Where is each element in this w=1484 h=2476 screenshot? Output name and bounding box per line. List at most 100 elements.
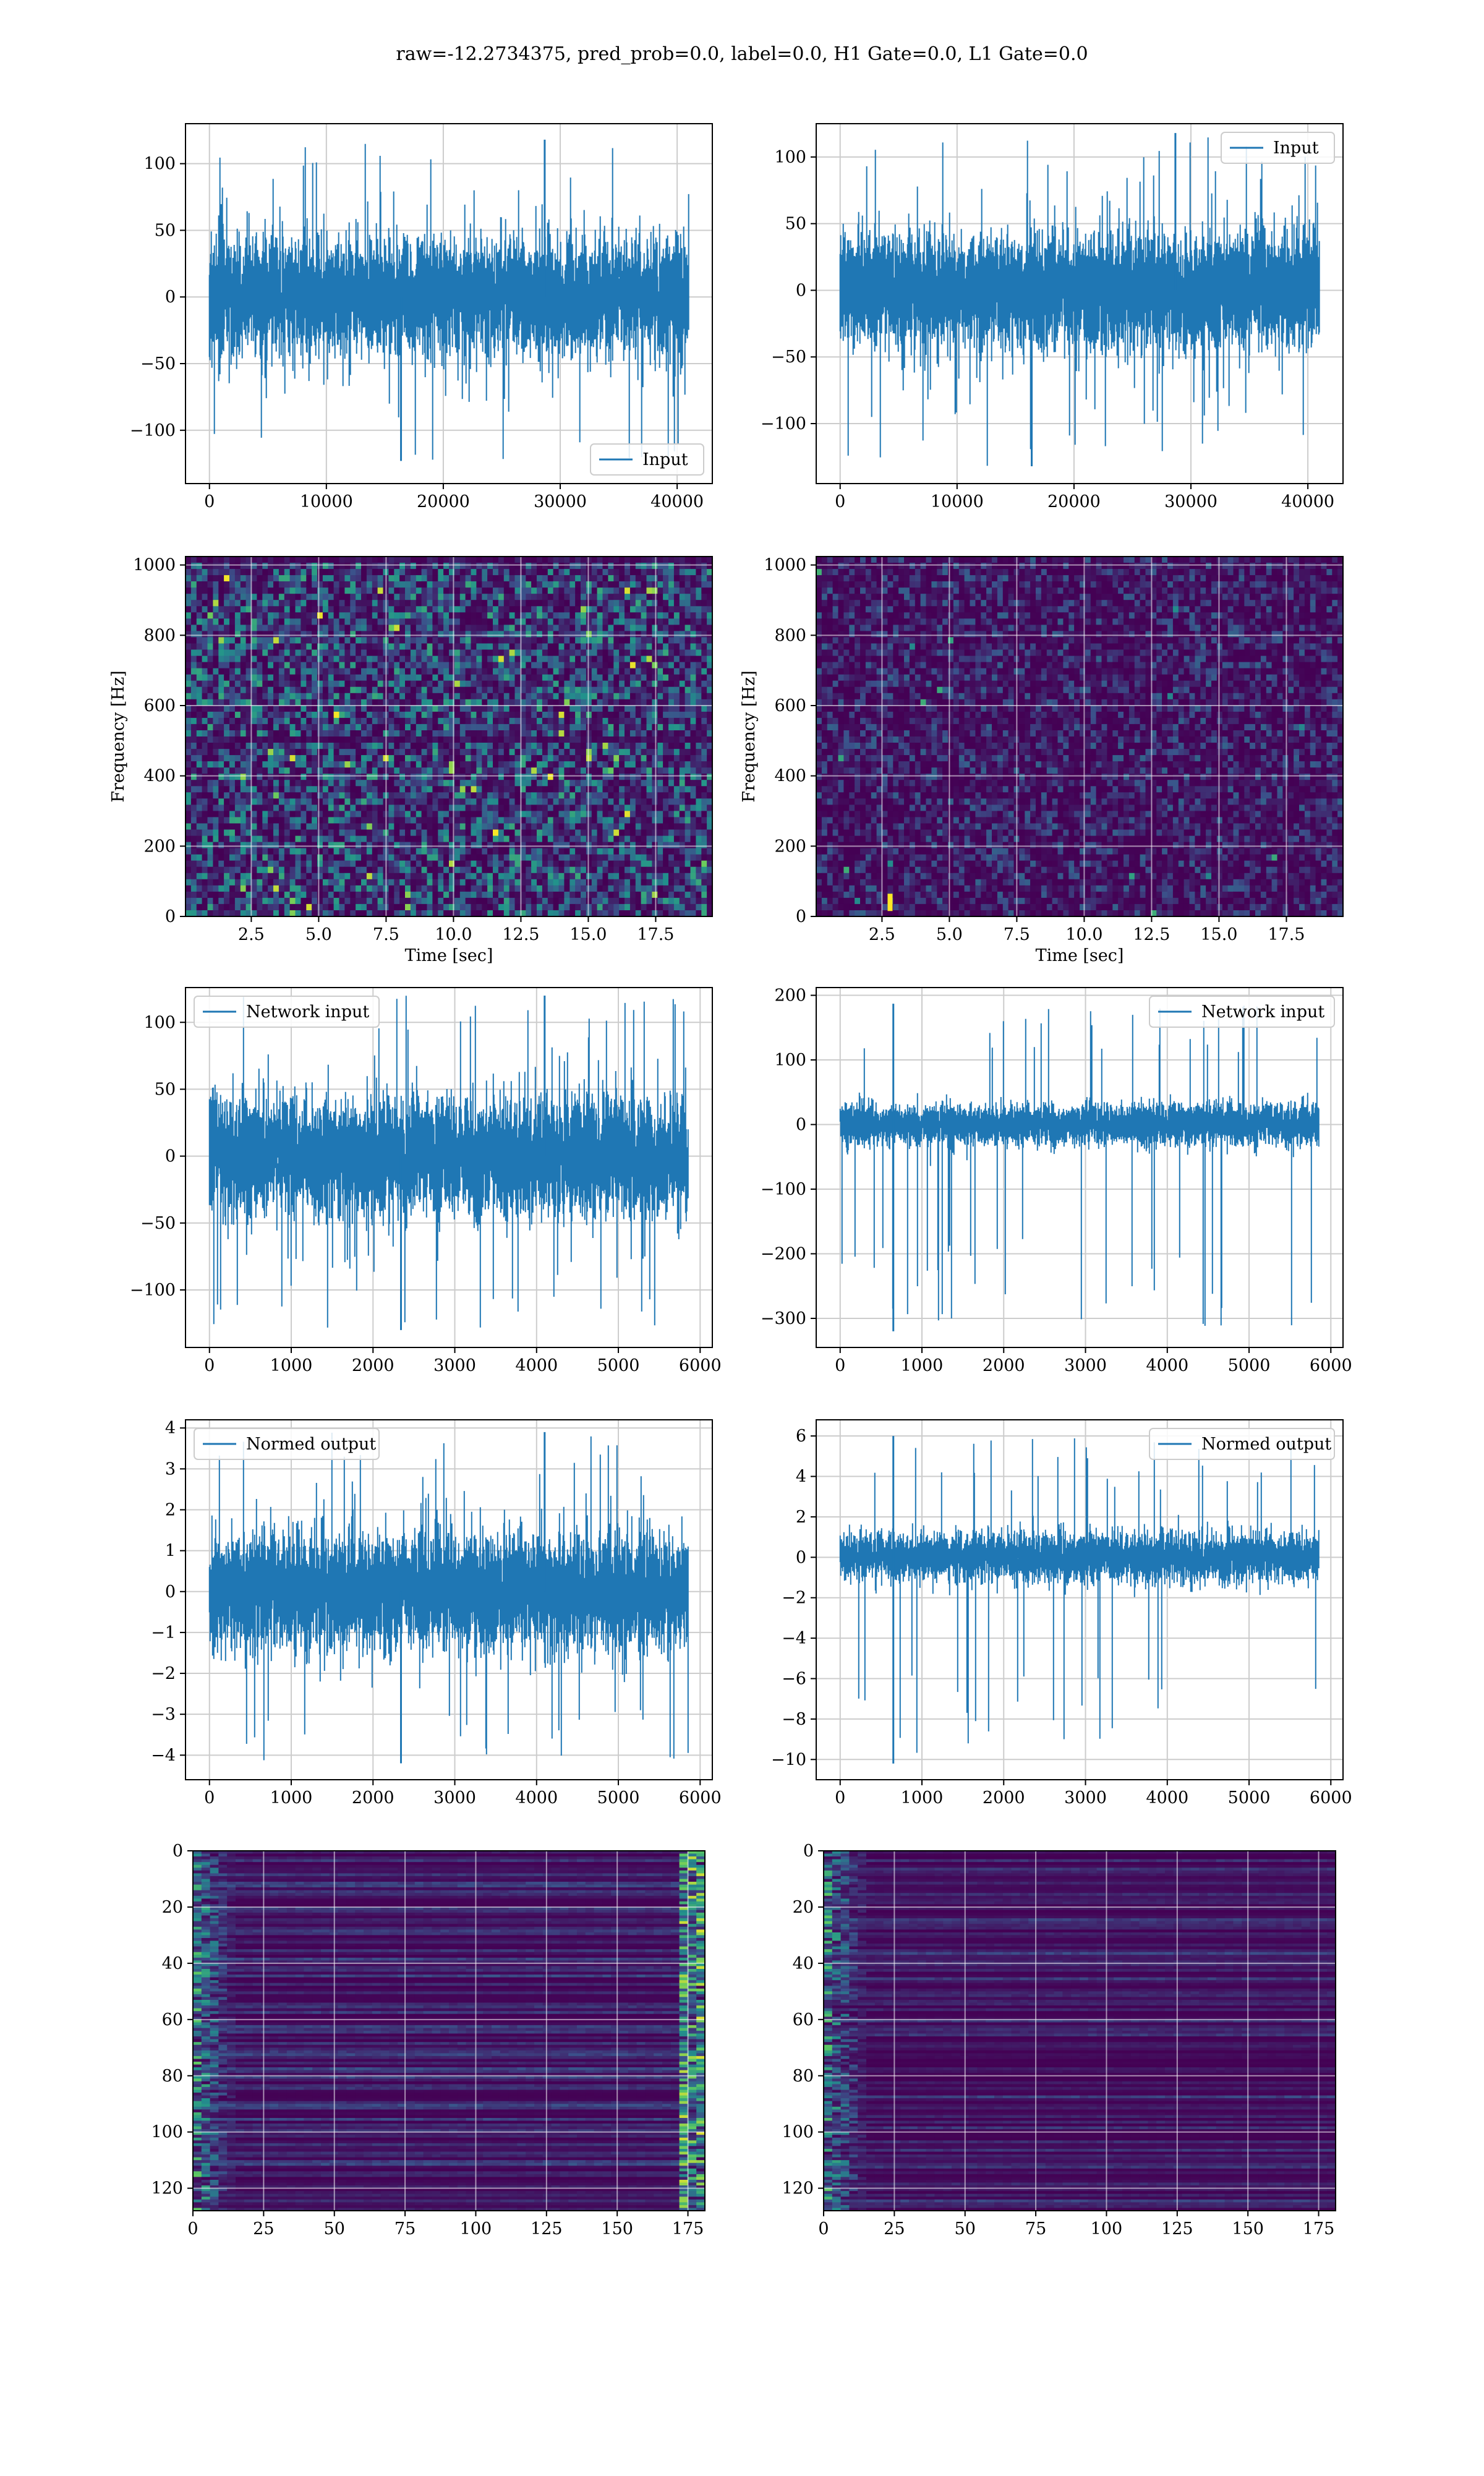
left-spectrogram-cell: [482, 706, 488, 712]
left-spectrogram-cell: [569, 798, 576, 805]
left-spectrogram-cell: [663, 842, 669, 849]
left-spectrogram-cell: [625, 736, 631, 743]
left-spectrogram-cell: [411, 830, 417, 837]
left-spectrogram-cell: [504, 774, 510, 780]
left-spectrogram-cell: [636, 830, 642, 837]
left-spectrogram-cell: [432, 830, 438, 837]
left-spectrogram-cell: [208, 693, 214, 700]
left-spectrogram-cell: [630, 706, 636, 712]
left-spectrogram-cell: [224, 656, 230, 663]
left-spectrogram-cell: [515, 644, 521, 651]
left-spectrogram-cell: [498, 749, 505, 756]
left-spectrogram-cell: [361, 662, 367, 669]
left-spectrogram-cell: [542, 644, 548, 651]
left-spectrogram-cell: [241, 693, 247, 700]
left-spectrogram-cell: [454, 600, 461, 607]
left-spectrogram-cell: [197, 668, 203, 675]
left-spectrogram-cell: [680, 718, 686, 725]
left-spectrogram-cell: [466, 644, 472, 651]
left-spectrogram-cell: [663, 786, 669, 793]
left-spectrogram-cell: [422, 817, 428, 824]
left-spectrogram-cell: [663, 681, 669, 688]
left-spectrogram-cell: [372, 693, 378, 700]
left-spectrogram-cell: [641, 594, 647, 600]
left-spectrogram-cell: [691, 706, 697, 712]
left-spectrogram-cell: [630, 780, 636, 787]
left-spectrogram-cell: [356, 774, 362, 780]
left-spectrogram-cell: [691, 786, 697, 793]
left-spectrogram-cell: [290, 724, 296, 731]
left-spectrogram-cell: [296, 724, 302, 731]
left-spectrogram-cell: [581, 798, 587, 805]
left-spectrogram-cell: [531, 855, 537, 861]
left-spectrogram-cell: [208, 824, 214, 830]
left-spectrogram-cell: [569, 594, 576, 600]
left-spectrogram-cell: [548, 699, 554, 706]
left-spectrogram-cell: [701, 712, 707, 719]
left-spectrogram-cell: [559, 625, 565, 631]
left-spectrogram-cell: [668, 575, 675, 582]
left-spectrogram-cell: [229, 618, 236, 625]
left-spectrogram-cell: [466, 774, 472, 780]
left-spectrogram-cell: [323, 563, 329, 570]
left-spectrogram-cell: [613, 699, 620, 706]
left-spectrogram-cell: [647, 600, 653, 607]
left-spectrogram-cell: [466, 687, 472, 694]
left-spectrogram-cell: [394, 618, 400, 625]
left-spectrogram-cell: [625, 718, 631, 725]
left-spectrogram-cell: [202, 569, 208, 576]
left-spectrogram-cell: [273, 681, 279, 688]
left-spectrogram-cell: [510, 644, 516, 651]
left-spectrogram-cell: [581, 848, 587, 855]
left-spectrogram-cell: [586, 650, 592, 657]
left-spectrogram-cell: [652, 817, 658, 824]
left-spectrogram-cell: [482, 842, 488, 849]
left-spectrogram-cell: [630, 581, 636, 588]
left-spectrogram-cell: [613, 805, 620, 811]
left-spectrogram-cell: [262, 650, 268, 657]
left-spectrogram-cell: [542, 606, 548, 613]
left-spectrogram-cell: [636, 656, 642, 663]
left-spectrogram-cell: [647, 618, 653, 625]
left-spectrogram-cell: [575, 743, 581, 749]
left-spectrogram-cell: [422, 855, 428, 861]
left-spectrogram-cell: [586, 811, 592, 818]
left-spectrogram-cell: [416, 625, 422, 631]
left-spectrogram-cell: [312, 557, 317, 563]
left-spectrogram-cell: [279, 867, 285, 874]
left-spectrogram-cell: [625, 587, 631, 594]
left-spectrogram-cell: [202, 817, 208, 824]
left-spectrogram-cell: [284, 798, 291, 805]
left-spectrogram-cell: [542, 668, 548, 675]
left-spectrogram-cell: [202, 842, 208, 849]
left-spectrogram-cell: [668, 755, 675, 762]
left-spectrogram-cell: [537, 575, 543, 582]
left-spectrogram-cell: [569, 575, 576, 582]
left-spectrogram-cell: [652, 563, 658, 570]
left-spectrogram-cell: [685, 631, 691, 638]
left-spectrogram-cell: [367, 687, 373, 694]
left-spectrogram-cell: [388, 743, 394, 749]
left-spectrogram-cell: [284, 693, 291, 700]
left-spectrogram-cell: [531, 867, 537, 874]
left-spectrogram-cell: [674, 855, 680, 861]
left-spectrogram-cell: [229, 712, 236, 719]
left-spectrogram-cell: [279, 563, 285, 570]
left-spectrogram-cell: [328, 774, 335, 780]
left-spectrogram-cell: [652, 811, 658, 818]
left-spectrogram-cell: [361, 587, 367, 594]
left-spectrogram-cell: [608, 699, 614, 706]
left-spectrogram-cell: [344, 755, 351, 762]
left-spectrogram-cell: [592, 563, 598, 570]
left-spectrogram-cell: [323, 842, 329, 849]
left-spectrogram-cell: [344, 792, 351, 799]
left-spectrogram-cell: [668, 656, 675, 663]
left-spectrogram-cell: [427, 575, 433, 582]
left-spectrogram-cell: [498, 662, 505, 669]
left-spectrogram-cell: [312, 668, 317, 675]
left-spectrogram-cell: [443, 569, 450, 576]
left-spectrogram-cell: [284, 699, 291, 706]
left-spectrogram-cell: [422, 724, 428, 731]
left-spectrogram-cell: [367, 786, 373, 793]
left-spectrogram-cell: [356, 675, 362, 681]
